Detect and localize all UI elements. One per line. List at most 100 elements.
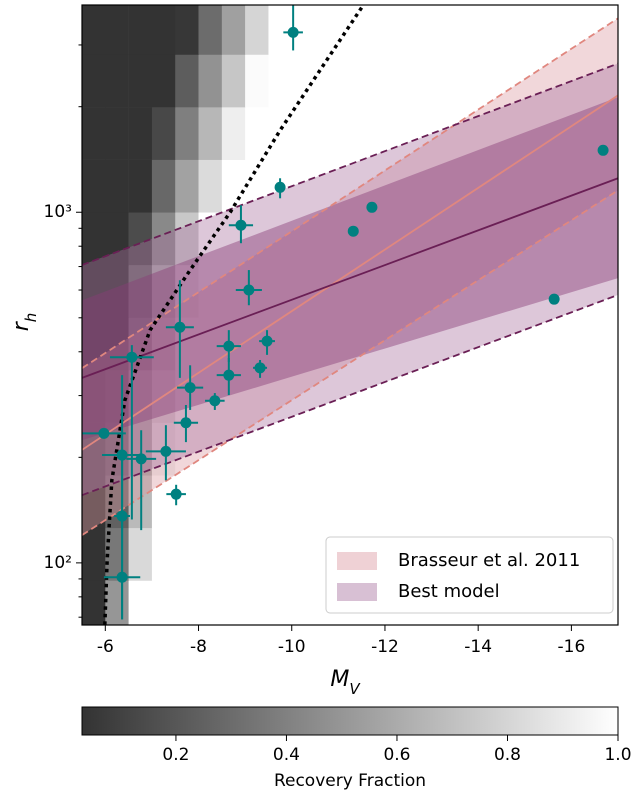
heatmap-cell — [128, 527, 153, 581]
axes: -6 -8 -10 -12 -14 -16 10² 10³ — [44, 44, 585, 657]
data-point — [243, 284, 255, 296]
heatmap-cell — [268, 5, 293, 55]
heatmap-cell — [82, 212, 106, 266]
heatmap-cell — [175, 527, 199, 581]
heatmap-cell — [128, 580, 153, 625]
heatmap-cell — [291, 317, 316, 371]
heatmap-cell — [198, 370, 223, 423]
legend: Brasseur et al. 2011 Best model — [325, 536, 614, 614]
legend-swatch — [337, 583, 377, 601]
colorbar-fill — [81, 706, 619, 736]
band-upper-line — [82, 17, 618, 369]
x-axis-label: MV — [330, 667, 361, 698]
heatmap-cell — [245, 422, 269, 476]
heatmap-cell — [151, 527, 176, 581]
plot-frame — [81, 4, 619, 626]
x-tick-label: -10 — [278, 637, 306, 657]
heatmap-cell — [151, 107, 176, 160]
heatmap-cell — [82, 370, 106, 423]
colorbar-tick-label: 0.4 — [273, 745, 300, 765]
completeness-line — [103, 5, 365, 625]
data-point — [209, 395, 221, 407]
data-point — [184, 382, 196, 394]
heatmap-cell — [128, 107, 153, 160]
heatmap-cell — [151, 264, 176, 318]
heatmap-cell — [82, 527, 106, 581]
y-tick-label: 10³ — [44, 202, 72, 222]
legend-box — [325, 536, 614, 614]
heatmap-cell — [105, 54, 129, 108]
y-label-sub: h — [22, 313, 40, 323]
heatmap-cell — [151, 317, 176, 371]
heatmap-cell — [198, 54, 223, 108]
heatmap-cell — [245, 107, 269, 160]
heatmap-cell — [268, 475, 293, 529]
x-tick-label: -12 — [371, 637, 399, 657]
heatmap-cell — [82, 475, 106, 529]
data-point — [347, 225, 359, 237]
data-point — [235, 219, 247, 231]
heatmap-cell — [128, 54, 153, 108]
colorbar-label: Recovery Fraction — [274, 771, 426, 791]
data-point — [597, 144, 609, 156]
band-upper-line — [82, 62, 618, 266]
x-label-sub: V — [349, 680, 361, 698]
colorbar: 0.2 0.4 0.6 0.8 1.0 — [81, 706, 632, 765]
heatmap-cell — [245, 370, 269, 423]
heatmap-cell — [221, 264, 246, 318]
data-point — [223, 340, 235, 352]
data-point — [254, 362, 266, 374]
heatmap-cell — [175, 54, 199, 108]
heatmap-cell — [268, 370, 293, 423]
heatmap-cell — [105, 5, 129, 55]
heatmap-cell — [105, 107, 129, 160]
heatmap-cell — [128, 5, 153, 55]
heatmap-cell — [245, 580, 269, 625]
heatmap-cell — [245, 159, 269, 213]
x-tick-label: -6 — [97, 637, 114, 657]
heatmap-cell — [221, 580, 246, 625]
data-point — [287, 26, 299, 38]
band-lower-line — [82, 294, 618, 497]
heatmap-cell — [151, 475, 176, 529]
heatmap-cell — [198, 159, 223, 213]
heatmap-cell — [291, 580, 316, 625]
x-label-main: M — [330, 667, 349, 692]
x-tick-label: -14 — [464, 637, 492, 657]
data-point — [180, 417, 192, 429]
heatmap-cell — [221, 54, 246, 108]
data-point — [126, 351, 138, 363]
colorbar-tick-label: 1.0 — [604, 745, 631, 765]
heatmap-cell — [221, 5, 246, 55]
colorbar-tick-label: 0.8 — [494, 745, 521, 765]
heatmap-cell — [198, 5, 223, 55]
heatmap-cell — [105, 212, 129, 266]
heatmap-cell — [105, 159, 129, 213]
data-point — [548, 293, 560, 305]
data-point — [174, 321, 186, 333]
y-label-main: r — [9, 320, 34, 331]
heatmap-cell — [128, 159, 153, 213]
heatmap-cell — [198, 527, 223, 581]
x-tick-label: -8 — [190, 637, 207, 657]
heatmap-cell — [291, 54, 316, 108]
heatmap-cell — [82, 107, 106, 160]
data-point — [116, 510, 128, 522]
heatmap-cell — [82, 317, 106, 371]
heatmap-cell — [291, 159, 316, 213]
data-point — [170, 488, 182, 500]
heatmap-cell — [175, 264, 199, 318]
heatmap-cell — [175, 580, 199, 625]
heatmap-cell — [221, 370, 246, 423]
heatmap-cell — [151, 212, 176, 266]
band-inner — [82, 97, 618, 441]
heatmap-cell — [221, 107, 246, 160]
heatmap-cell — [128, 212, 153, 266]
y-tick-label: 10² — [44, 553, 72, 573]
heatmap-cell — [268, 527, 293, 581]
heatmap-cell — [291, 527, 316, 581]
heatmap-cell — [245, 264, 269, 318]
band-outer — [82, 63, 618, 496]
heatmap-cell — [245, 5, 269, 55]
data-point — [274, 181, 286, 193]
